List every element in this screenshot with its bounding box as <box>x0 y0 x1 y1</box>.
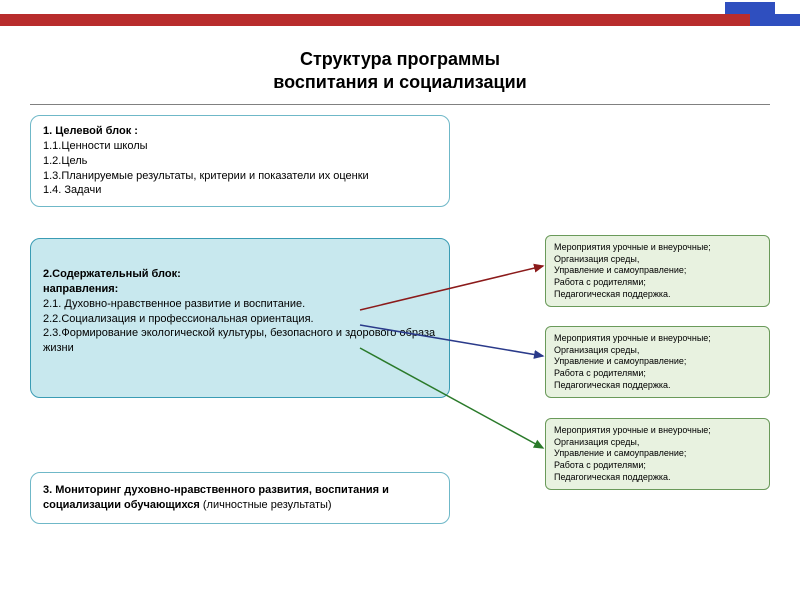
block1-item-4: 1.4. Задачи <box>43 184 101 196</box>
bar-blue-bottom <box>750 14 800 26</box>
title-line1: Структура программы <box>300 49 500 69</box>
side-box-2: Мероприятия урочные и внеурочные; Органи… <box>545 326 770 398</box>
sb2-l3: Управление и самоуправление; <box>554 356 686 366</box>
header-bars <box>0 0 800 28</box>
block-1-target: 1. Целевой блок : 1.1.Ценности школы 1.2… <box>30 115 450 207</box>
block-2-content: 2.Содержательный блок: направления: 2.1.… <box>30 238 450 398</box>
block2-item-3: 2.3.Формирование экологической культуры,… <box>43 327 435 354</box>
sb3-l3: Управление и самоуправление; <box>554 448 686 458</box>
block1-item-3: 1.3.Планируемые результаты, критерии и п… <box>43 170 369 182</box>
sb3-l2: Организация среды, <box>554 437 639 447</box>
block2-item-1: 2.1. Духовно-нравственное развитие и вос… <box>43 298 305 310</box>
block2-item-2: 2.2.Социализация и профессиональная орие… <box>43 313 314 325</box>
sb1-l3: Управление и самоуправление; <box>554 265 686 275</box>
sb3-l1: Мероприятия урочные и внеурочные; <box>554 425 711 435</box>
block1-item-2: 1.2.Цель <box>43 155 87 167</box>
block2-heading: 2.Содержательный блок: <box>43 268 181 280</box>
block1-item-1: 1.1.Ценности школы <box>43 140 148 152</box>
page-title: Структура программы воспитания и социали… <box>0 48 800 95</box>
sb2-l1: Мероприятия урочные и внеурочные; <box>554 333 711 343</box>
sb3-l5: Педагогическая поддержка. <box>554 472 671 482</box>
sb2-l4: Работа с родителями; <box>554 368 646 378</box>
block3-tail: (личностные результаты) <box>203 499 332 511</box>
bar-blue-top <box>725 2 775 14</box>
sb1-l1: Мероприятия урочные и внеурочные; <box>554 242 711 252</box>
block1-heading: 1. Целевой блок : <box>43 125 138 137</box>
title-line2: воспитания и социализации <box>273 72 526 92</box>
block2-sub: направления: <box>43 283 118 295</box>
sb1-l5: Педагогическая поддержка. <box>554 289 671 299</box>
sb1-l2: Организация среды, <box>554 254 639 264</box>
sb2-l5: Педагогическая поддержка. <box>554 380 671 390</box>
block-3-monitoring: 3. Мониторинг духовно-нравственного разв… <box>30 472 450 524</box>
title-divider <box>30 104 770 105</box>
sb3-l4: Работа с родителями; <box>554 460 646 470</box>
sb1-l4: Работа с родителями; <box>554 277 646 287</box>
side-box-3: Мероприятия урочные и внеурочные; Органи… <box>545 418 770 490</box>
bar-red <box>0 14 750 26</box>
sb2-l2: Организация среды, <box>554 345 639 355</box>
side-box-1: Мероприятия урочные и внеурочные; Органи… <box>545 235 770 307</box>
